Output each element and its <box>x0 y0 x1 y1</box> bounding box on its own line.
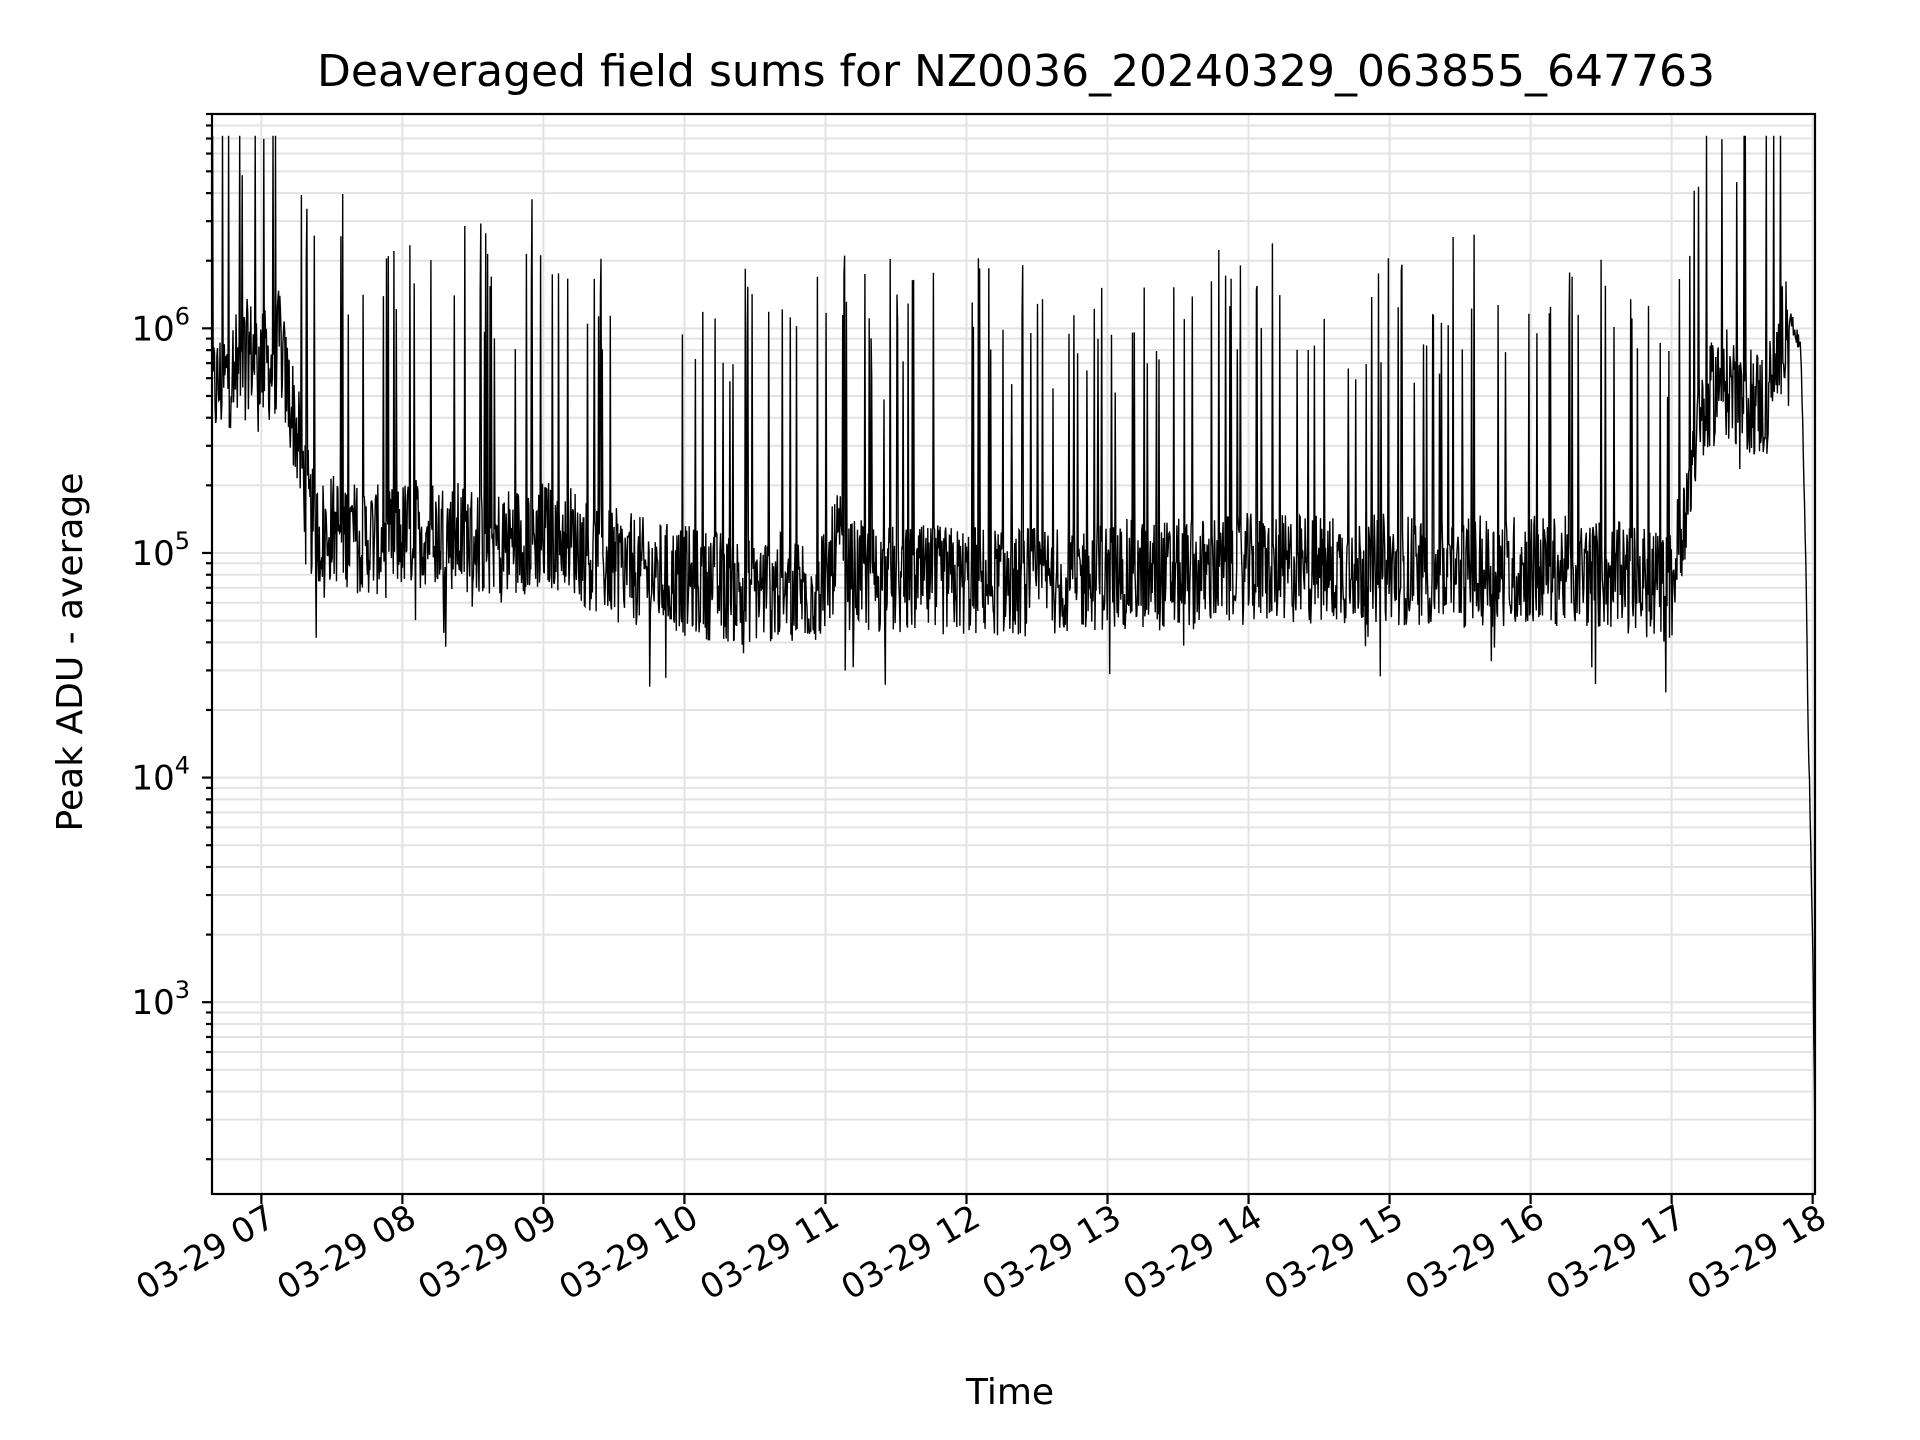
y-tick-label: 106 <box>131 302 190 349</box>
series-layer <box>211 135 1816 1146</box>
x-tick-label: 03-29 12 <box>835 1197 987 1308</box>
x-tick-label: 03-29 18 <box>1681 1197 1833 1308</box>
x-tick-label: 03-29 07 <box>129 1197 281 1308</box>
x-tick-label: 03-29 13 <box>976 1197 1128 1308</box>
chart-title: Deaveraged field sums for NZ0036_2024032… <box>317 46 1715 97</box>
tick-marks <box>202 112 1814 1204</box>
x-tick-label: 03-29 10 <box>553 1197 705 1308</box>
y-tick-label: 104 <box>131 752 190 799</box>
x-tick-label: 03-29 17 <box>1540 1197 1692 1308</box>
x-tick-label: 03-29 09 <box>412 1197 564 1308</box>
y-tick-label: 103 <box>131 976 190 1023</box>
x-tick-label: 03-29 14 <box>1117 1197 1269 1308</box>
y-axis-label: Peak ADU - average <box>50 473 91 832</box>
series-line <box>211 135 1816 1146</box>
x-tick-label: 03-29 15 <box>1258 1197 1410 1308</box>
x-tick-label: 03-29 11 <box>694 1197 846 1308</box>
y-tick-labels: 103 104 105 106 <box>131 302 190 1023</box>
x-tick-label: 03-29 16 <box>1399 1197 1551 1308</box>
x-axis-label: Time <box>965 1372 1054 1413</box>
plot-frame <box>210 112 1817 1196</box>
grid-lines <box>212 113 1815 1194</box>
y-tick-label: 105 <box>131 527 190 574</box>
x-tick-label: 03-29 08 <box>270 1197 422 1308</box>
